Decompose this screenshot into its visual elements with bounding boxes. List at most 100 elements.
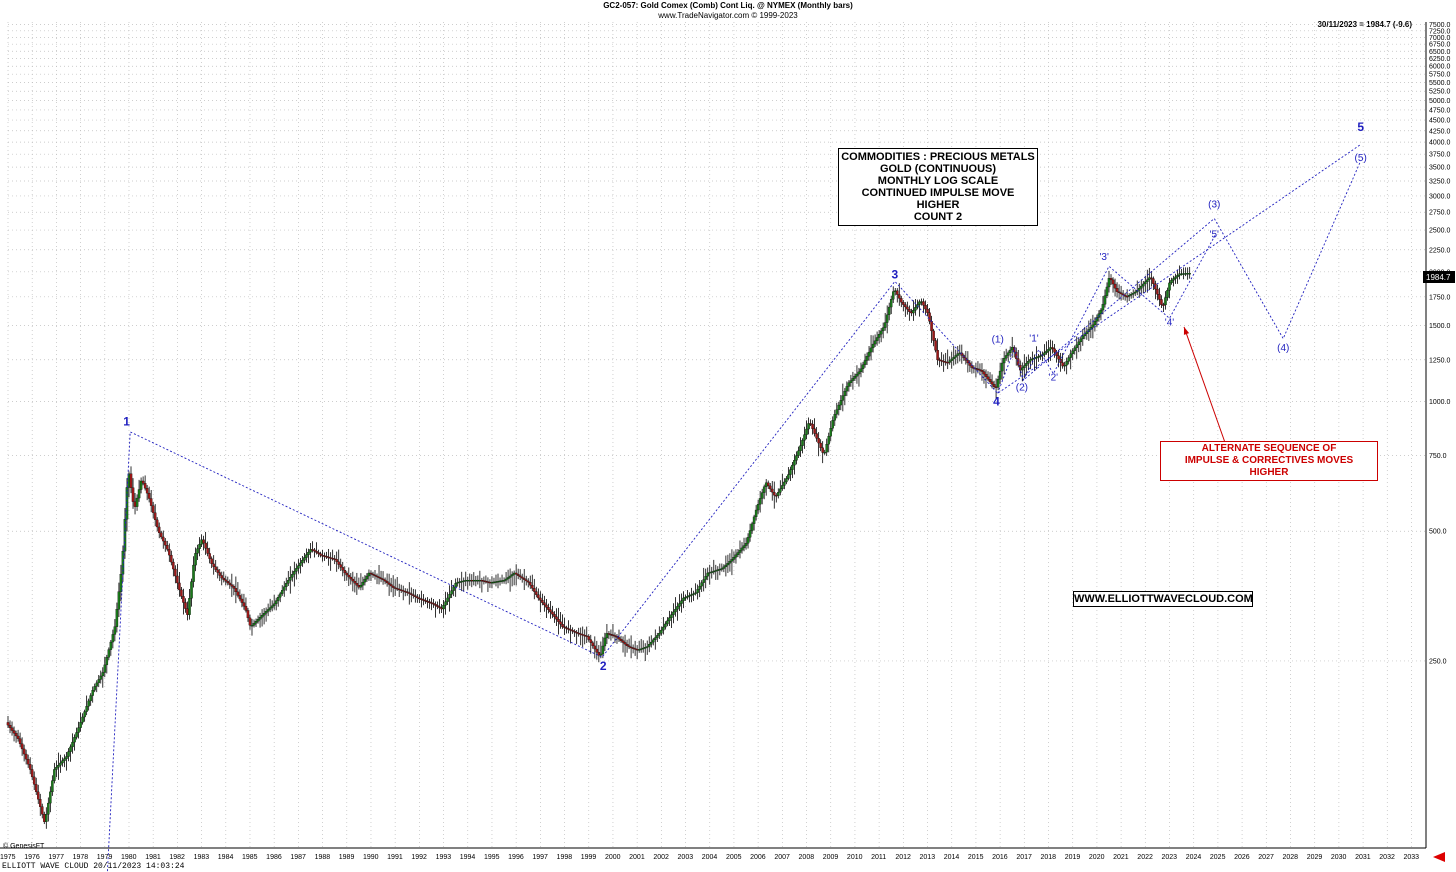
candle-body (639, 648, 643, 650)
candle-body (722, 566, 726, 569)
candle-body (950, 358, 953, 361)
wave-line (1022, 234, 1216, 381)
candle-body (696, 589, 699, 593)
candle-body (299, 562, 302, 566)
x-tick-label: 1991 (387, 854, 403, 861)
x-tick-label: 1986 (266, 854, 282, 861)
candle-body (827, 436, 830, 445)
wave-line (106, 144, 1361, 872)
candle-body (527, 580, 530, 583)
candle-body (587, 636, 591, 640)
candle-body (522, 578, 526, 580)
candle-body (545, 604, 548, 608)
candle-body (375, 575, 379, 578)
candle-body (192, 564, 195, 582)
candle-body (147, 492, 151, 499)
candle-body (353, 580, 357, 584)
candle-body (430, 602, 433, 604)
candle-body (65, 756, 68, 759)
candle-body (887, 306, 891, 315)
candle-body (726, 563, 730, 566)
candle-body (410, 593, 413, 595)
candle-body (442, 605, 445, 610)
candle-body (855, 373, 859, 377)
candle-body (162, 536, 165, 542)
candle-body (1002, 357, 1006, 364)
candle-body (389, 584, 393, 587)
candle-body (1065, 361, 1068, 366)
candle-body (240, 598, 244, 603)
candle-body (363, 578, 367, 583)
candle-body (551, 611, 554, 615)
candle-body (137, 489, 141, 499)
x-tick-label: 2022 (1137, 854, 1153, 861)
candle-body (166, 545, 169, 550)
candle-body (10, 727, 14, 731)
candle-body (656, 635, 659, 638)
scroll-right-arrow[interactable] (1433, 852, 1445, 862)
candle-body (14, 733, 18, 737)
candle-body (670, 614, 673, 618)
x-tick-label: 2017 (1016, 854, 1032, 861)
candle-body (561, 624, 564, 627)
x-tick-label: 1982 (169, 854, 185, 861)
wave-label: '4' (1165, 318, 1174, 329)
candle-body (395, 588, 399, 590)
x-tick-label: 1975 (0, 854, 16, 861)
y-tick-label: 500.0 (1429, 529, 1447, 536)
candle-body (1057, 355, 1060, 360)
candle-body (1115, 288, 1119, 292)
candle-body (865, 356, 869, 361)
y-tick-label: 1250.0 (1429, 357, 1451, 364)
y-tick-label: 6500.0 (1429, 49, 1451, 56)
candle-body (1138, 288, 1141, 291)
candle-body (924, 305, 927, 310)
x-tick-label: 2032 (1379, 854, 1395, 861)
candle-body (603, 637, 607, 647)
candle-body (559, 621, 562, 625)
candle-body (1109, 278, 1113, 281)
candle-body (531, 584, 534, 589)
candle-body (214, 566, 217, 570)
candle-body (59, 762, 62, 766)
candle-body (1004, 355, 1008, 359)
candle-body (73, 737, 76, 743)
candle-body (434, 604, 437, 606)
x-tick-label: 1981 (145, 854, 161, 861)
candle-body (1131, 292, 1135, 295)
candle-body (817, 438, 820, 444)
candle-body (309, 549, 312, 553)
candle-body (369, 572, 373, 575)
candle-body (287, 580, 290, 584)
candle-body (79, 722, 82, 728)
candle-body (168, 549, 171, 556)
candle-body (51, 780, 54, 793)
x-tick-label: 1987 (290, 854, 306, 861)
candle-body (787, 474, 790, 479)
candle-body (75, 732, 78, 738)
candle-body (258, 617, 262, 620)
x-tick-label: 1976 (24, 854, 40, 861)
candle-body (609, 633, 613, 636)
website-label: WWW.ELLIOTTWAVECLOUD.COM (1073, 591, 1253, 607)
candle-body (795, 455, 798, 461)
candle-body (629, 646, 633, 649)
candle-body (524, 579, 528, 582)
candle-body (643, 647, 647, 649)
candle-body (16, 735, 20, 739)
candle-body (224, 579, 228, 582)
candle-body (1119, 292, 1123, 295)
candle-body (831, 420, 834, 429)
candle-body (266, 609, 270, 612)
candle-body (557, 619, 560, 622)
candle-body (119, 574, 123, 592)
candle-body (226, 581, 230, 584)
candle-body (174, 568, 177, 577)
candle-body (851, 378, 855, 381)
x-tick-label: 2001 (629, 854, 645, 861)
candle-body (777, 492, 780, 496)
wave-label: 1 (123, 414, 130, 428)
candle-body (365, 575, 369, 580)
candle-body (36, 791, 40, 800)
candle-body (1113, 283, 1117, 289)
